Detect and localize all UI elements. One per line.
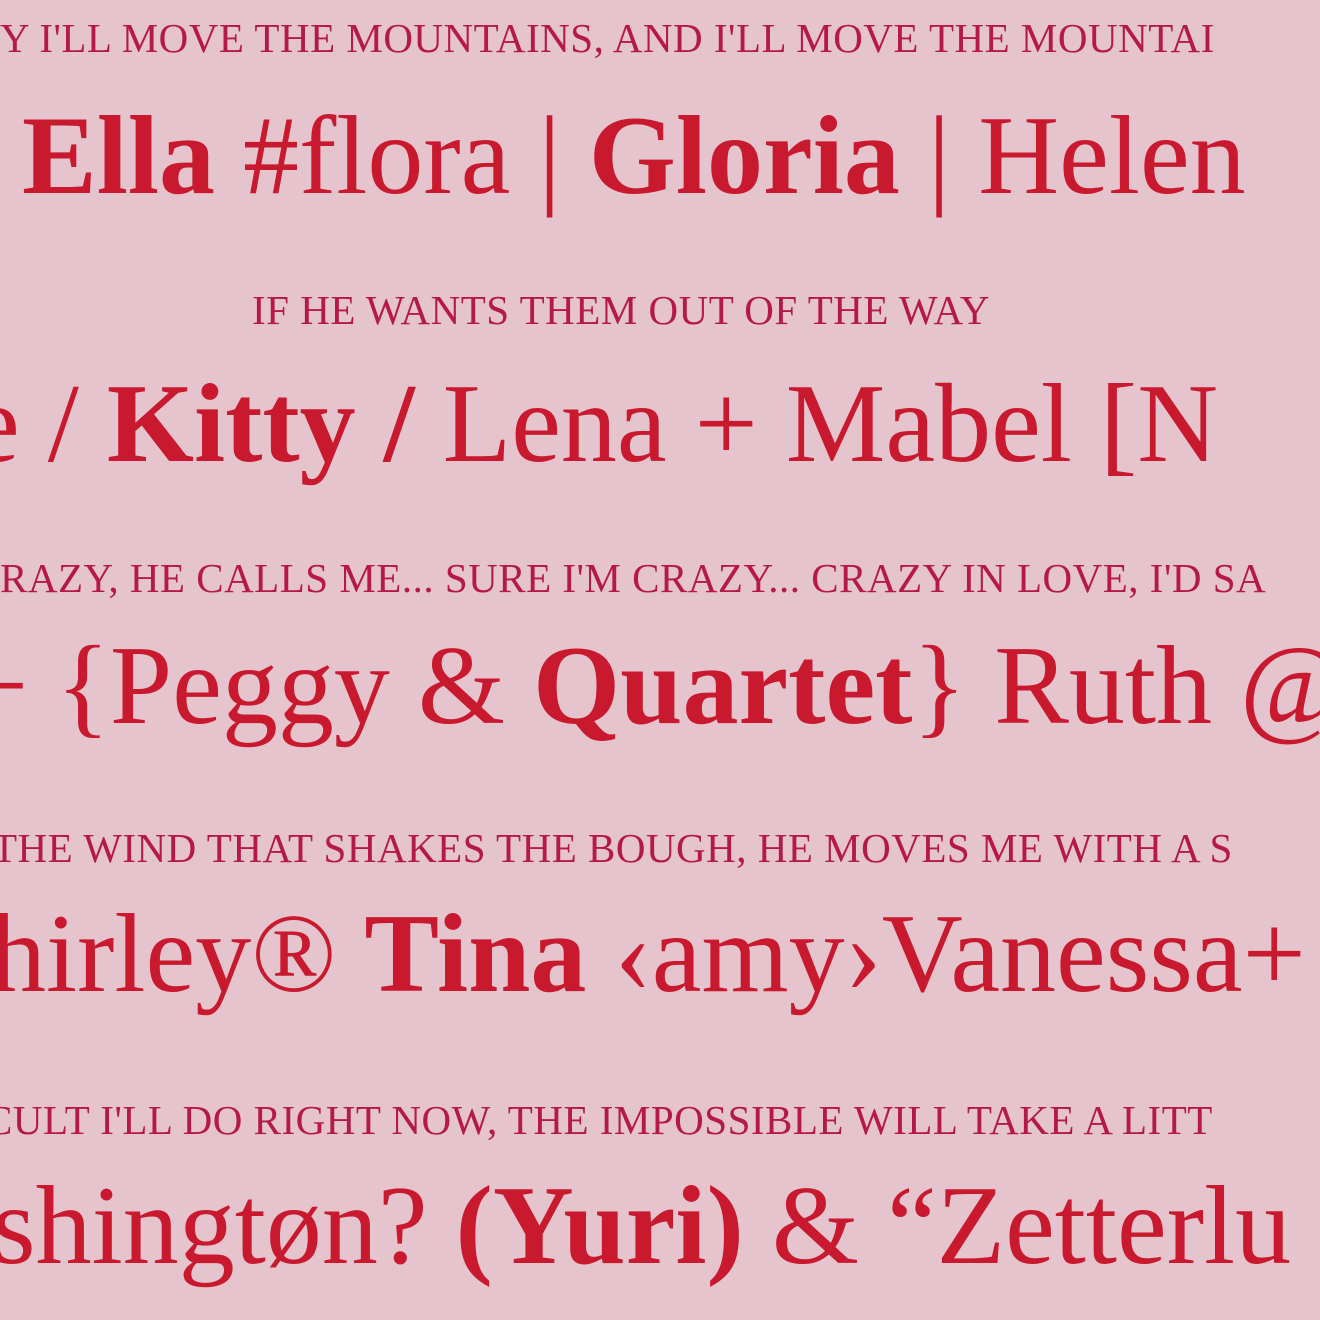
regular-name: + {Peggy & (0, 624, 534, 748)
name-line: e / Kitty / Lena + Mabel [N (0, 368, 1218, 480)
lyric-line: IF HE WANTS THEM OUT OF THE WAY (252, 287, 991, 333)
regular-name: Lena + Mabel [N (442, 362, 1219, 486)
name-line: hirley® Tina ‹amy›Vanessa+ (0, 898, 1306, 1010)
regular-name: | Helen (899, 94, 1246, 218)
bold-name: Tina (364, 892, 587, 1016)
regular-name: shingtøn? (0, 1164, 456, 1288)
name-line: + {Peggy & Quartet} Ruth @ (0, 630, 1320, 742)
bold-name: (Yuri) (455, 1164, 744, 1288)
bold-name: Ella (22, 94, 215, 218)
regular-name: } Ruth @ (912, 624, 1320, 748)
regular-name: #flora | (214, 94, 589, 218)
name-line: shingtøn? (Yuri) & “Zetterlu (0, 1170, 1291, 1282)
regular-name: ‹amy›Vanessa+ (586, 892, 1306, 1016)
regular-name: & “Zetterlu (743, 1164, 1292, 1288)
bold-name: Kitty / (106, 362, 443, 486)
regular-name: hirley® (0, 892, 365, 1016)
lyric-line: CULT I'LL DO RIGHT NOW, THE IMPOSSIBLE W… (0, 1097, 1213, 1143)
name-line: Ella #flora | Gloria | Helen (22, 100, 1246, 212)
lyric-line: RAZY, HE CALLS ME... SURE I'M CRAZY... C… (0, 555, 1267, 601)
bold-name: Gloria (588, 94, 900, 218)
bold-name: Quartet (533, 624, 913, 748)
lyric-line: Y I'LL MOVE THE MOUNTAINS, AND I'LL MOVE… (0, 15, 1215, 61)
regular-name: e / (0, 362, 79, 486)
lyric-line: THE WIND THAT SHAKES THE BOUGH, HE MOVES… (0, 825, 1233, 871)
